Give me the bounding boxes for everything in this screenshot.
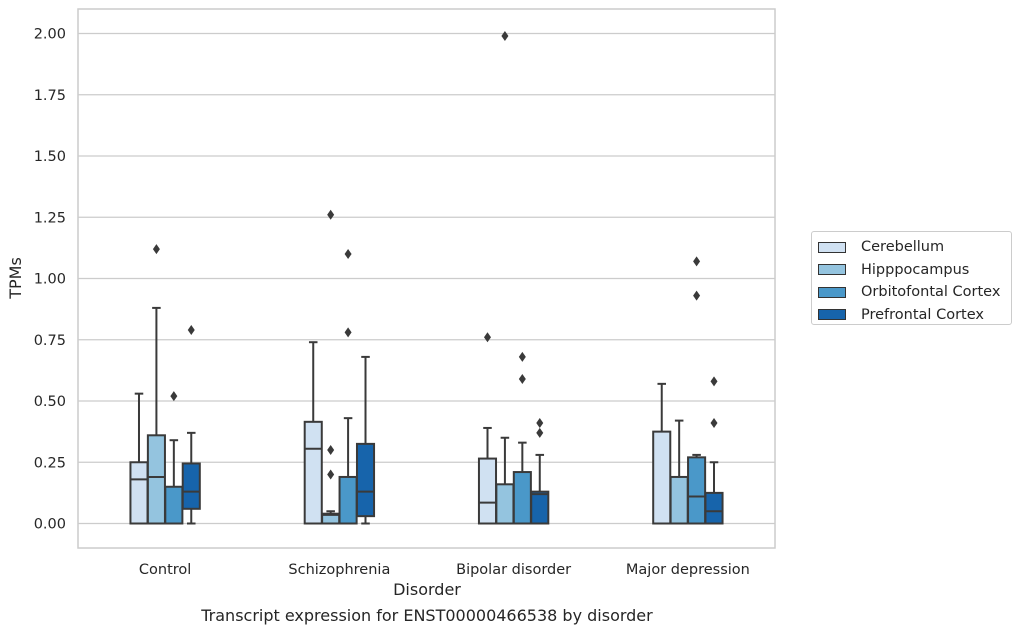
box-orbitofontal-cortex: [512, 351, 532, 525]
box-hipppocampus: [495, 30, 515, 525]
box-body: [669, 475, 689, 525]
outlier-point: [536, 418, 544, 429]
legend-item: Orbitofontal Cortex: [818, 281, 1011, 304]
box-body: [704, 491, 724, 525]
box-body: [146, 434, 166, 525]
box-body: [512, 471, 532, 525]
y-tick-label: 1.75: [34, 88, 66, 104]
outlier-point: [536, 427, 544, 438]
legend-label: Cerebellum: [861, 239, 945, 256]
x-tick-label: Schizophrenia: [288, 562, 390, 578]
legend-item: Cerebellum: [818, 236, 1011, 259]
x-axis-label: Disorder: [393, 580, 461, 599]
x-tick-label: Major depression: [626, 562, 750, 578]
grid-lines: [78, 32, 775, 525]
outlier-point: [327, 469, 335, 480]
outlier-point: [501, 30, 509, 41]
box-cerebellum: [129, 392, 149, 525]
y-tick-label: 0.50: [34, 394, 66, 410]
outlier-point: [693, 256, 701, 267]
box-body: [129, 461, 149, 525]
legend-swatch: [818, 241, 846, 253]
outlier-point: [327, 445, 335, 455]
box-body: [181, 462, 201, 510]
x-tick-labels: Control Schizophrenia Bipolar disorder Majo…: [139, 562, 750, 578]
y-tick-labels: 0.00 0.25 0.50 0.75 1.00 1.25 1.50 1.75 2.00: [34, 27, 66, 533]
outlier-point: [693, 290, 701, 301]
outlier-point: [344, 327, 352, 338]
y-tick-label: 2.00: [34, 27, 66, 43]
outlier-point: [483, 332, 491, 343]
box-body: [355, 442, 376, 518]
legend-label: Orbitofontal Cortex: [861, 284, 1001, 301]
box-orbitofontal-cortex: [338, 249, 358, 525]
outlier-point: [710, 376, 718, 387]
y-tick-label: 0.00: [34, 517, 66, 533]
outlier-point: [518, 351, 526, 362]
outlier-point: [344, 249, 352, 259]
box-hipppocampus: [669, 419, 689, 525]
box-body: [164, 485, 184, 525]
box-hipppocampus: [321, 209, 341, 525]
box-prefrontal-cortex: [355, 355, 376, 525]
y-tick-label: 1.25: [34, 210, 66, 226]
legend: Cerebellum Hipppocampus Orbitofontal Corte…: [811, 231, 1012, 325]
box-body: [338, 475, 358, 525]
outlier-point: [327, 209, 335, 220]
box-prefrontal-cortex: [181, 324, 201, 525]
y-tick-label: 0.75: [34, 333, 66, 349]
legend-label: Hipppocampus: [861, 261, 970, 278]
box-orbitofontal-cortex: [687, 256, 707, 525]
x-tick-label: Bipolar disorder: [456, 562, 571, 578]
box-body: [652, 430, 672, 525]
legend-swatch: [818, 309, 846, 321]
box-hipppocampus: [146, 244, 166, 525]
y-tick-label: 1.00: [34, 272, 66, 288]
box-prefrontal-cortex: [530, 418, 550, 525]
outlier-point: [152, 244, 160, 255]
legend-item: Prefrontal Cortex: [818, 304, 1011, 327]
box-orbitofontal-cortex: [164, 391, 184, 525]
box-body: [530, 490, 550, 525]
box-cerebellum: [652, 382, 672, 525]
legend-swatch: [818, 286, 846, 298]
outlier-point: [187, 324, 195, 335]
outlier-point: [170, 391, 178, 402]
box-body: [687, 456, 707, 525]
box-cerebellum: [477, 332, 498, 525]
outlier-point: [518, 373, 526, 384]
y-tick-label: 0.25: [34, 455, 66, 471]
outlier-point: [710, 418, 718, 429]
box-cerebellum: [303, 341, 323, 525]
y-axis-label: TPMs: [6, 257, 25, 300]
chart-caption: Transcript expression for ENST0000046653…: [201, 606, 653, 625]
y-tick-label: 1.50: [34, 149, 66, 165]
box-prefrontal-cortex: [704, 376, 724, 525]
plot-area-frame: [77, 8, 776, 549]
boxes: [129, 30, 724, 525]
box-body: [477, 457, 498, 525]
legend-swatch: [818, 264, 846, 276]
legend-item: Hipppocampus: [818, 259, 1011, 282]
x-tick-label: Control: [139, 562, 191, 578]
box-body: [495, 483, 515, 525]
box-body: [303, 420, 323, 525]
legend-label: Prefrontal Cortex: [861, 306, 984, 323]
